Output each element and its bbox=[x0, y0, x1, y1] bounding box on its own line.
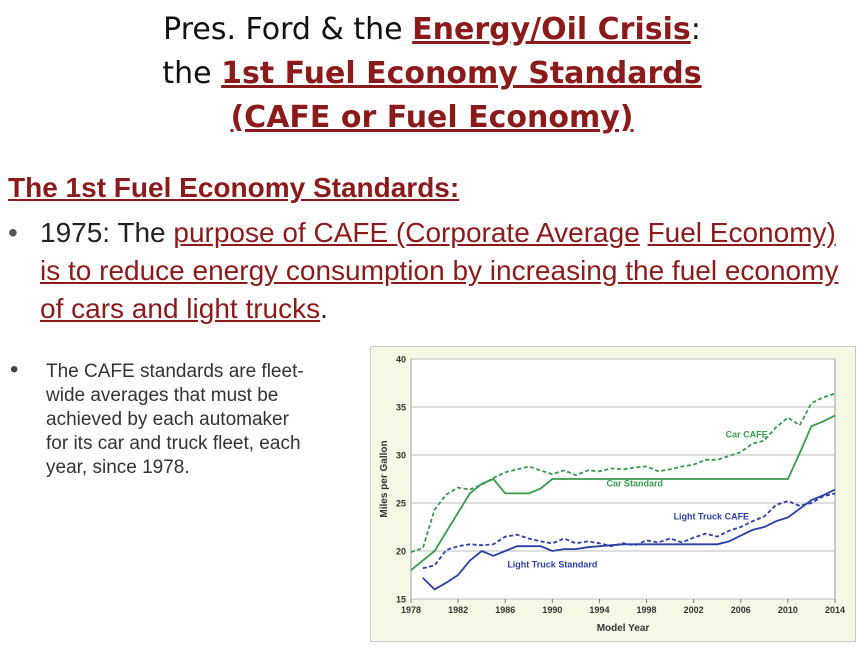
y-tick-label: 20 bbox=[396, 547, 406, 557]
y-tick-label: 30 bbox=[396, 451, 406, 461]
title-link-cafe[interactable]: (CAFE or Fuel Economy) bbox=[230, 100, 634, 135]
y-tick-label: 40 bbox=[396, 355, 406, 365]
series-annotation: Car Standard bbox=[607, 479, 664, 489]
x-tick-label: 2010 bbox=[778, 605, 798, 615]
y-tick-label: 15 bbox=[396, 595, 406, 605]
main-bullet-text: 1975: The purpose of CAFE (Corporate Ave… bbox=[40, 214, 848, 328]
title-colon: : bbox=[690, 12, 701, 47]
series-line-car-standard bbox=[410, 414, 836, 571]
title-text: the bbox=[162, 56, 222, 91]
bullet-prefix: 1975: The bbox=[40, 217, 174, 248]
x-tick-label: 2006 bbox=[731, 605, 751, 615]
spacer bbox=[640, 217, 648, 248]
slide-title: Pres. Ford & the Energy/Oil Crisis: the … bbox=[0, 8, 864, 140]
x-tick-label: 1998 bbox=[637, 605, 657, 615]
fuel-economy-chart: 15 20 25 30 35 40 1978 1982 1986 1990 1994 1998 2002… bbox=[370, 346, 856, 642]
secondary-bullet-text: The CAFE standards are fleet-wide averag… bbox=[46, 361, 304, 478]
series-annotation: Light Truck CAFE bbox=[674, 511, 750, 521]
title-line-1: Pres. Ford & the Energy/Oil Crisis: bbox=[0, 8, 864, 52]
title-link-fuel-standards[interactable]: 1st Fuel Economy Standards bbox=[221, 56, 702, 91]
bullet-icon: • bbox=[8, 217, 18, 248]
main-bullet: • 1975: The purpose of CAFE (Corporate A… bbox=[8, 214, 848, 328]
secondary-bullet: • The CAFE standards are fleet-wide aver… bbox=[10, 356, 310, 480]
fuel-economy-link[interactable]: Fuel Economy) is to reduce energy consum… bbox=[40, 217, 839, 324]
x-tick-label: 2014 bbox=[825, 605, 845, 615]
chart-svg: 15 20 25 30 35 40 1978 1982 1986 1990 1994 1998 2002… bbox=[379, 355, 845, 635]
x-tick-label: 1978 bbox=[401, 605, 421, 615]
title-link-energy-crisis[interactable]: Energy/Oil Crisis bbox=[412, 12, 691, 47]
x-tick-label: 1982 bbox=[448, 605, 468, 615]
bullet-period: . bbox=[320, 293, 328, 324]
y-tick-label: 25 bbox=[396, 499, 406, 509]
series-line-light-truck-standard bbox=[422, 488, 836, 591]
series-annotation: Light Truck Standard bbox=[507, 559, 597, 569]
y-axis-label: Miles per Gallon bbox=[379, 440, 390, 517]
purpose-link[interactable]: purpose of CAFE (Corporate Average bbox=[173, 217, 640, 248]
title-line-3: (CAFE or Fuel Economy) bbox=[0, 96, 864, 140]
title-text: Pres. Ford & the bbox=[163, 12, 413, 47]
x-tick-label: 1990 bbox=[542, 605, 562, 615]
y-tick-label: 35 bbox=[396, 403, 406, 413]
x-axis-label: Model Year bbox=[597, 623, 650, 634]
series-annotation: Car CAFE bbox=[726, 430, 768, 440]
section-heading: The 1st Fuel Economy Standards: bbox=[8, 172, 460, 203]
x-tick-label: 1986 bbox=[495, 605, 515, 615]
x-tick-label: 2002 bbox=[684, 605, 704, 615]
title-line-2: the 1st Fuel Economy Standards bbox=[0, 52, 864, 96]
bullet-icon: • bbox=[10, 356, 19, 383]
x-tick-label: 1994 bbox=[589, 605, 609, 615]
